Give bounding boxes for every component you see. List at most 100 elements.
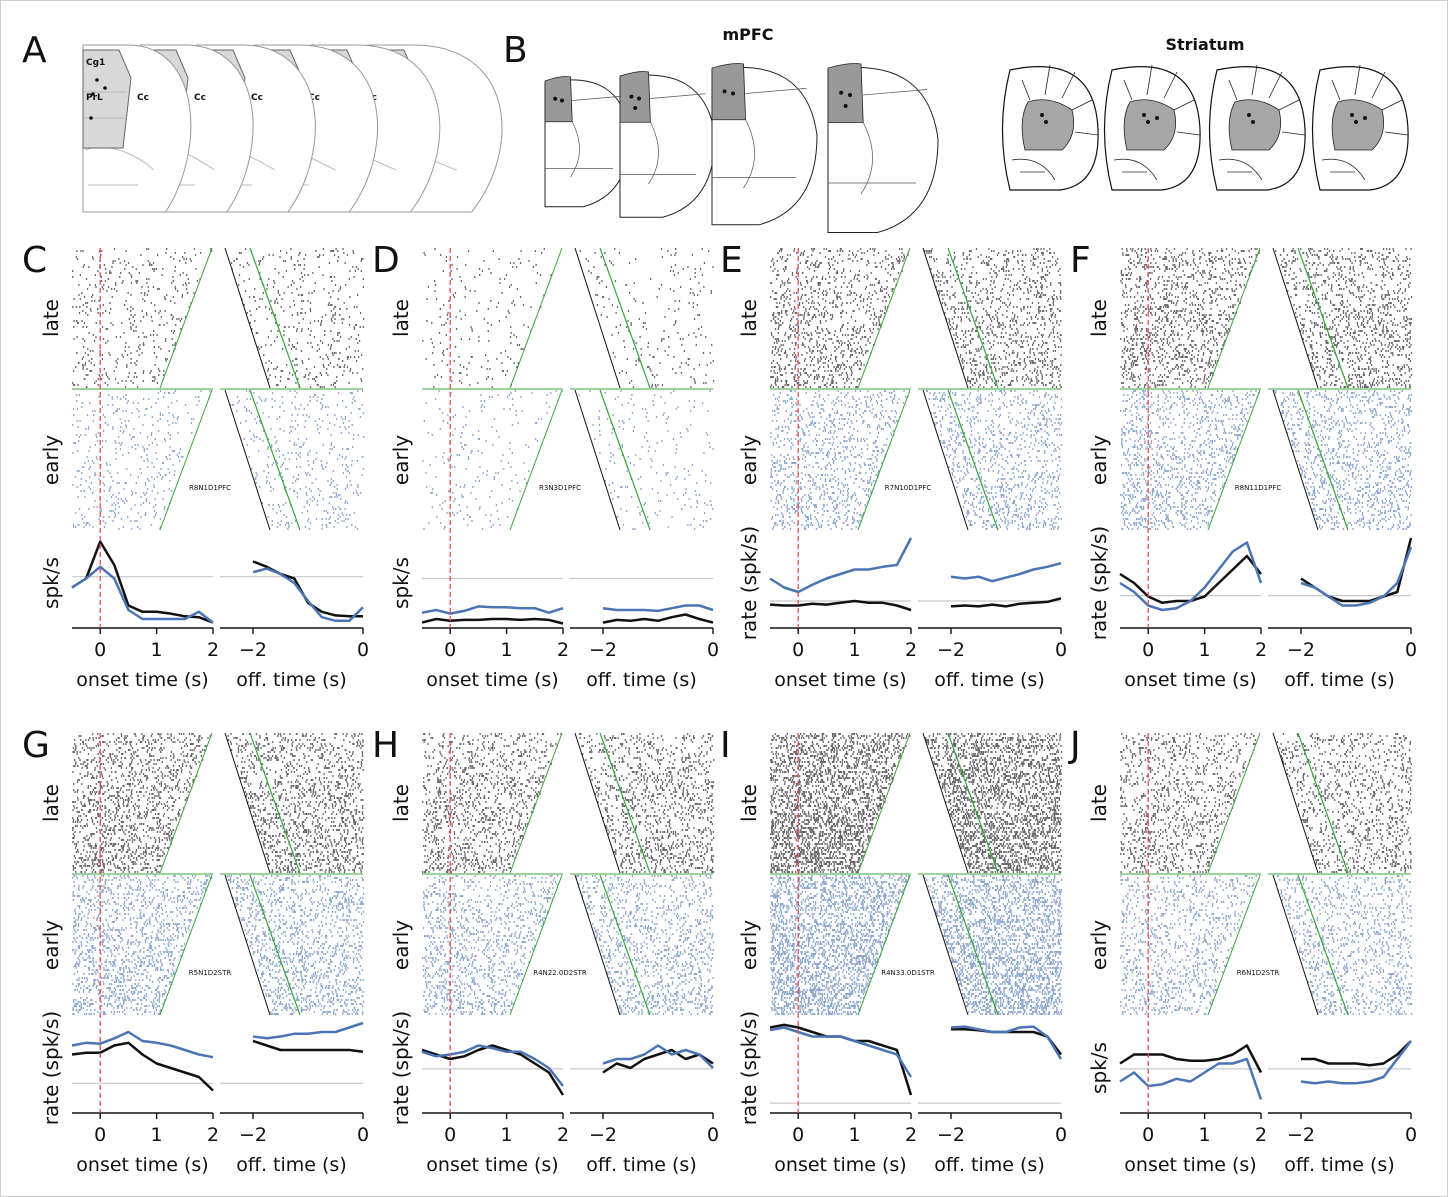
- x-tick-label: 2: [1255, 639, 1267, 661]
- brain-section: Cg1PrLCc: [83, 45, 191, 212]
- prefrontal-region: [712, 64, 746, 120]
- x-axis-label: onset time (s): [774, 1154, 906, 1176]
- panel-label: D: [372, 240, 400, 281]
- x-tick-label: 1: [501, 1124, 513, 1146]
- recording-site: [839, 91, 843, 95]
- x-tick-label: 1: [151, 1124, 163, 1146]
- recording-site: [848, 93, 852, 97]
- y-axis-label: late: [737, 784, 761, 822]
- panel-title: mPFC: [722, 25, 773, 44]
- y-axis-label: early: [39, 435, 63, 485]
- recording-site: [1142, 113, 1146, 117]
- y-axis-label: rate (spk/s): [389, 1011, 413, 1125]
- x-tick-label: 0: [707, 639, 719, 661]
- prefrontal-region: [545, 77, 572, 122]
- recording-site: [844, 104, 848, 108]
- recording-site: [1044, 120, 1048, 124]
- x-axis-label: off. time (s): [934, 1154, 1044, 1176]
- y-axis-label: early: [1087, 920, 1111, 970]
- x-tick-label: −2: [1287, 639, 1315, 661]
- x-tick-label: 0: [444, 639, 456, 661]
- x-tick-label: −2: [589, 639, 617, 661]
- striatum-region: [1332, 100, 1384, 150]
- x-tick-label: 0: [707, 1124, 719, 1146]
- recording-site: [1146, 120, 1150, 124]
- x-axis-label: onset time (s): [76, 669, 208, 691]
- x-tick-label: 1: [501, 639, 513, 661]
- striatum-region: [1022, 100, 1074, 150]
- prefrontal-region: [620, 72, 650, 123]
- x-tick-label: 2: [207, 639, 219, 661]
- recording-site: [1247, 113, 1251, 117]
- x-axis-label: onset time (s): [426, 1154, 558, 1176]
- x-tick-label: 0: [1055, 1124, 1067, 1146]
- cell-id: R8N1D1PFC: [189, 484, 231, 492]
- x-tick-label: 0: [1405, 639, 1417, 661]
- x-tick-label: 2: [557, 639, 569, 661]
- cell-id: R4N33.0D1STR: [881, 969, 935, 977]
- figure: A B mPFC Striatum Cg1PrLCcCg1PrLCcILCg1P…: [0, 0, 1448, 1197]
- x-tick-label: 1: [849, 639, 861, 661]
- striatum-region: [1124, 100, 1176, 150]
- recording-site: [1363, 116, 1367, 120]
- x-tick-label: 0: [1142, 1124, 1154, 1146]
- cell-id: R8N11D1PFC: [1235, 484, 1282, 492]
- x-axis-label: onset time (s): [426, 669, 558, 691]
- striatum-section: [1003, 65, 1099, 190]
- y-axis-label: late: [39, 784, 63, 822]
- recording-site: [731, 92, 735, 96]
- y-axis-label: early: [389, 920, 413, 970]
- y-axis-label: early: [1087, 435, 1111, 485]
- x-tick-label: 0: [1142, 639, 1154, 661]
- y-axis-label: rate (spk/s): [737, 526, 761, 640]
- x-tick-label: 0: [444, 1124, 456, 1146]
- y-axis-label: late: [737, 299, 761, 337]
- x-tick-label: 0: [1055, 639, 1067, 661]
- recording-site: [723, 89, 727, 93]
- x-axis-label: onset time (s): [1124, 1154, 1256, 1176]
- recording-site: [553, 97, 557, 101]
- y-axis-label: rate (spk/s): [39, 1011, 63, 1125]
- y-axis-label: early: [737, 920, 761, 970]
- panel-label: A: [22, 30, 47, 71]
- x-tick-label: 0: [357, 1124, 369, 1146]
- panel-label: G: [22, 725, 50, 766]
- recording-site: [95, 78, 99, 82]
- y-axis-label: early: [737, 435, 761, 485]
- x-tick-label: 0: [357, 639, 369, 661]
- x-tick-label: 2: [557, 1124, 569, 1146]
- striatum-region: [1229, 100, 1281, 150]
- y-axis-label: late: [1087, 299, 1111, 337]
- cell-id: R5N1D2STR: [189, 969, 232, 977]
- y-axis-label: late: [389, 299, 413, 337]
- x-tick-label: 2: [905, 639, 917, 661]
- cell-id: R7N10D1PFC: [885, 484, 932, 492]
- recording-site: [103, 86, 107, 90]
- panel-label: H: [372, 725, 399, 766]
- striatum-section: [1105, 65, 1201, 190]
- prefrontal-region: [828, 64, 863, 123]
- recording-site: [91, 92, 95, 96]
- striatum-section: [1313, 65, 1409, 190]
- x-tick-label: −2: [937, 639, 965, 661]
- recording-site: [637, 97, 641, 101]
- x-tick-label: 0: [1405, 1124, 1417, 1146]
- x-tick-label: −2: [239, 639, 267, 661]
- region-label: Cc: [194, 93, 206, 103]
- recording-site: [1350, 113, 1354, 117]
- x-tick-label: 2: [207, 1124, 219, 1146]
- x-tick-label: −2: [937, 1124, 965, 1146]
- cell-id: R4N22.0D2STR: [533, 969, 587, 977]
- x-tick-label: 1: [151, 639, 163, 661]
- x-axis-label: off. time (s): [586, 669, 696, 691]
- recording-site: [629, 95, 633, 99]
- recording-site: [1251, 120, 1255, 124]
- y-axis-label: late: [389, 784, 413, 822]
- x-axis-label: onset time (s): [76, 1154, 208, 1176]
- x-tick-label: 0: [94, 1124, 106, 1146]
- x-axis-label: off. time (s): [236, 1154, 346, 1176]
- y-axis-label: late: [1087, 784, 1111, 822]
- recording-site: [560, 99, 564, 103]
- y-axis-label: spk/s: [39, 557, 63, 609]
- y-axis-label: early: [39, 920, 63, 970]
